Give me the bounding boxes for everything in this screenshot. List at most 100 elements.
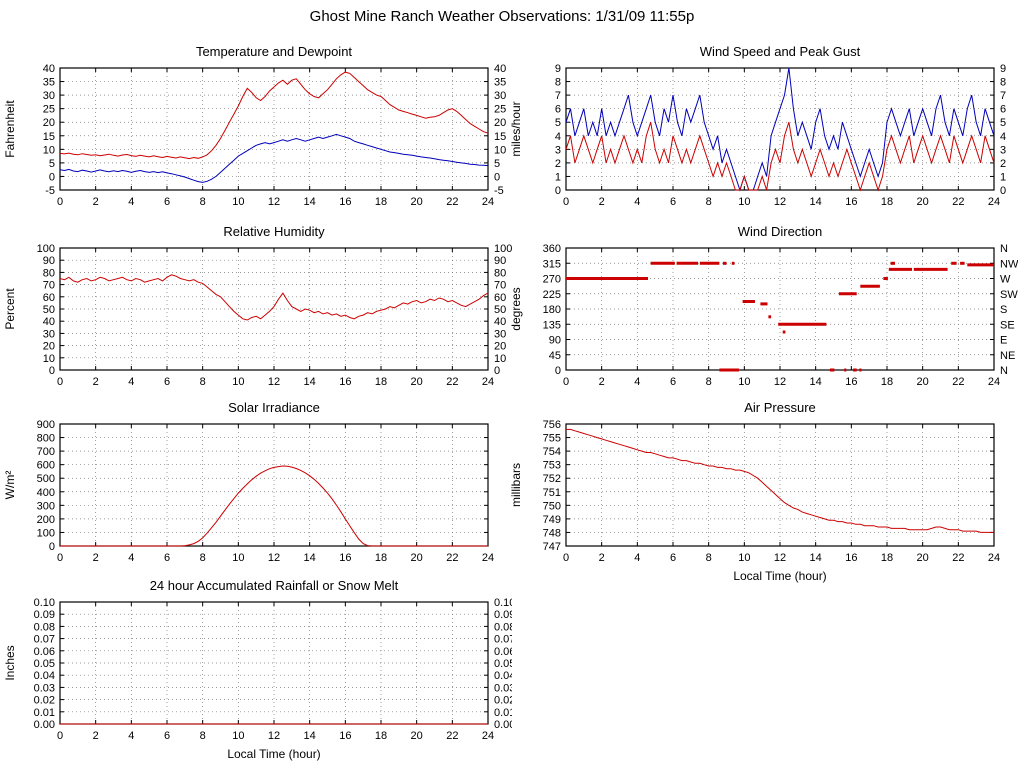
svg-text:180: 180 [543, 304, 561, 316]
svg-text:22: 22 [446, 552, 458, 564]
svg-text:60: 60 [43, 292, 55, 304]
svg-text:Wind Direction: Wind Direction [738, 224, 823, 239]
svg-text:0.08: 0.08 [494, 621, 512, 633]
wind-speed-gust-series [565, 122, 995, 192]
svg-text:NE: NE [1000, 350, 1015, 362]
svg-text:70: 70 [43, 280, 55, 292]
svg-text:millibars: millibars [509, 463, 523, 507]
svg-text:0.03: 0.03 [34, 682, 55, 694]
svg-text:0: 0 [563, 196, 569, 208]
svg-text:750: 750 [543, 500, 561, 512]
svg-text:10: 10 [232, 730, 244, 742]
svg-text:3: 3 [1000, 144, 1006, 156]
svg-text:20: 20 [411, 376, 423, 388]
figure-air-pressure: Air Pressure 0 2 4 6 8 10 12 14 16 18 20 22 24 747 748 7… [508, 398, 1018, 593]
svg-text:0: 0 [555, 365, 561, 377]
wind-speed-gust-series [565, 67, 995, 192]
svg-text:Solar Irradiance: Solar Irradiance [228, 400, 320, 415]
rainfall-chart: 24 hour Accumulated Rainfall or Snow Mel… [3, 578, 515, 761]
svg-text:0.09: 0.09 [494, 609, 512, 621]
svg-text:22: 22 [446, 376, 458, 388]
svg-text:miles/hour: miles/hour [509, 101, 523, 156]
svg-text:135: 135 [543, 319, 561, 331]
page-title: Ghost Mine Ranch Weather Observations: 1… [309, 8, 695, 25]
svg-text:12: 12 [774, 376, 786, 388]
svg-text:24: 24 [988, 376, 1000, 388]
svg-text:14: 14 [304, 196, 316, 208]
svg-text:N: N [1000, 365, 1008, 377]
svg-text:0: 0 [494, 171, 500, 183]
svg-text:25: 25 [494, 104, 506, 116]
svg-text:0: 0 [57, 552, 63, 564]
svg-text:300: 300 [37, 500, 55, 512]
svg-text:100: 100 [37, 243, 55, 255]
svg-text:5: 5 [49, 158, 55, 170]
svg-text:10: 10 [494, 144, 506, 156]
svg-text:22: 22 [952, 196, 964, 208]
svg-text:20: 20 [494, 341, 506, 353]
svg-text:22: 22 [952, 376, 964, 388]
temperature-dewpoint-series [59, 71, 489, 160]
svg-text:15: 15 [43, 131, 55, 143]
svg-text:14: 14 [810, 376, 822, 388]
svg-text:22: 22 [446, 730, 458, 742]
svg-text:749: 749 [543, 514, 561, 526]
svg-text:20: 20 [917, 552, 929, 564]
svg-text:0: 0 [563, 376, 569, 388]
svg-text:200: 200 [37, 514, 55, 526]
svg-text:14: 14 [810, 552, 822, 564]
svg-text:500: 500 [37, 473, 55, 485]
svg-text:9: 9 [555, 63, 561, 75]
svg-text:18: 18 [375, 552, 387, 564]
svg-text:10: 10 [43, 144, 55, 156]
svg-text:10: 10 [232, 376, 244, 388]
svg-text:12: 12 [774, 196, 786, 208]
svg-text:20: 20 [411, 730, 423, 742]
svg-text:2: 2 [93, 552, 99, 564]
svg-text:4: 4 [634, 376, 640, 388]
svg-text:756: 756 [543, 419, 561, 431]
svg-text:2: 2 [93, 196, 99, 208]
svg-text:751: 751 [543, 487, 561, 499]
solar-irradiance-series [60, 465, 488, 547]
svg-text:7: 7 [555, 90, 561, 102]
svg-text:0.02: 0.02 [494, 695, 512, 707]
svg-text:0: 0 [57, 376, 63, 388]
svg-text:8: 8 [200, 552, 206, 564]
svg-text:50: 50 [494, 304, 506, 316]
svg-text:Inches: Inches [3, 645, 17, 680]
svg-text:22: 22 [952, 552, 964, 564]
svg-text:10: 10 [738, 376, 750, 388]
svg-text:SW: SW [1000, 289, 1018, 301]
svg-text:12: 12 [268, 730, 280, 742]
svg-text:30: 30 [494, 328, 506, 340]
svg-text:7: 7 [1000, 90, 1006, 102]
svg-text:12: 12 [268, 196, 280, 208]
svg-text:2: 2 [93, 730, 99, 742]
svg-text:6: 6 [164, 196, 170, 208]
svg-text:Percent: Percent [3, 288, 17, 330]
svg-text:2: 2 [93, 376, 99, 388]
svg-text:18: 18 [881, 552, 893, 564]
svg-text:0.03: 0.03 [494, 682, 512, 694]
svg-text:-5: -5 [494, 185, 504, 197]
svg-text:1: 1 [1000, 171, 1006, 183]
svg-text:10: 10 [232, 552, 244, 564]
svg-text:0: 0 [555, 185, 561, 197]
svg-text:225: 225 [543, 289, 561, 301]
svg-text:8: 8 [200, 376, 206, 388]
svg-text:4: 4 [555, 131, 561, 143]
svg-text:9: 9 [1000, 63, 1006, 75]
svg-text:900: 900 [37, 419, 55, 431]
svg-text:8: 8 [1000, 77, 1006, 89]
svg-text:4: 4 [128, 376, 134, 388]
svg-text:8: 8 [200, 730, 206, 742]
svg-text:degrees: degrees [509, 287, 523, 330]
svg-text:12: 12 [268, 376, 280, 388]
relative-humidity-series [59, 274, 489, 321]
svg-text:0.00: 0.00 [34, 719, 55, 731]
svg-text:12: 12 [268, 552, 280, 564]
svg-text:20: 20 [411, 196, 423, 208]
svg-text:0.05: 0.05 [494, 658, 512, 670]
